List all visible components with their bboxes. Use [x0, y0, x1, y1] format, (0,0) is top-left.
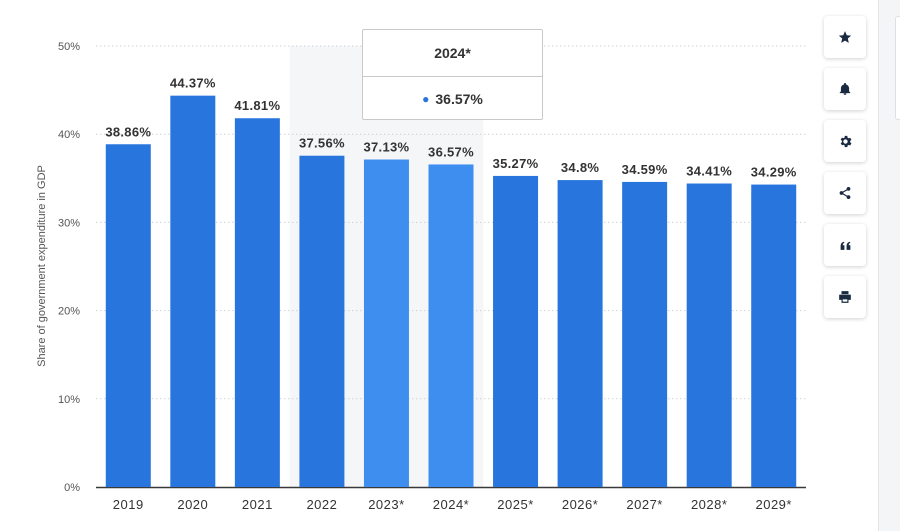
x-tick-label: 2028*: [691, 497, 727, 512]
cite-button[interactable]: [824, 224, 866, 266]
tooltip-value: 36.57%: [435, 91, 483, 107]
y-tick-label: 50%: [58, 41, 80, 53]
x-tick-label: 2022: [306, 497, 337, 512]
y-tick-label: 20%: [58, 306, 80, 318]
bar[interactable]: [622, 181, 668, 487]
share-icon: [839, 187, 851, 199]
tooltip-title: 2024*: [363, 30, 542, 77]
x-tick-label: 2020: [177, 497, 208, 512]
data-label: 34.8%: [561, 160, 600, 175]
data-label: 44.37%: [170, 76, 216, 91]
data-label: 35.27%: [493, 156, 539, 171]
bar[interactable]: [493, 175, 539, 488]
print-button[interactable]: [824, 276, 866, 318]
data-label: 37.13%: [364, 140, 410, 155]
data-label: 34.29%: [751, 165, 797, 180]
star-icon: [838, 31, 852, 43]
bar[interactable]: [557, 180, 603, 487]
series-dot-icon: ●: [422, 92, 430, 106]
data-label: 37.56%: [299, 136, 345, 151]
x-tick-label: 2019: [113, 497, 144, 512]
notification-button[interactable]: [824, 68, 866, 110]
x-tick-label: 2025*: [497, 497, 533, 512]
data-label: 34.59%: [622, 162, 668, 177]
y-tick-label: 0%: [64, 482, 80, 494]
bar[interactable]: [299, 155, 345, 487]
x-tick-label: 2024*: [433, 497, 469, 512]
x-tick-label: 2026*: [562, 497, 598, 512]
print-icon: [839, 291, 851, 303]
y-tick-label: 10%: [58, 394, 80, 406]
bar[interactable]: [234, 118, 280, 487]
data-label: 41.81%: [234, 98, 280, 113]
x-tick-label: 2021: [242, 497, 273, 512]
bar[interactable]: [170, 95, 216, 487]
favorite-button[interactable]: [824, 16, 866, 58]
gear-icon: [840, 135, 851, 147]
x-tick-label: 2023*: [368, 497, 404, 512]
bar[interactable]: [105, 144, 151, 487]
quote-icon: [840, 241, 850, 250]
y-axis-title: Share of government expenditure in GDP: [36, 165, 48, 367]
bar[interactable]: [751, 184, 797, 487]
x-tick-label: 2027*: [626, 497, 662, 512]
tooltip-value-row: ● 36.57%: [363, 77, 542, 121]
bell-icon: [839, 82, 851, 95]
y-tick-label: 40%: [58, 129, 80, 141]
settings-button[interactable]: [824, 120, 866, 162]
bar[interactable]: [686, 183, 732, 488]
bar[interactable]: [428, 164, 474, 487]
side-panel-card: [895, 16, 900, 120]
bar[interactable]: [363, 159, 409, 487]
side-panel-edge: [878, 0, 900, 531]
chart-tooltip: 2024* ● 36.57%: [362, 29, 543, 120]
data-label: 34.41%: [686, 164, 732, 179]
data-label: 38.86%: [105, 124, 151, 139]
data-label: 36.57%: [428, 144, 474, 159]
x-tick-label: 2029*: [755, 497, 791, 512]
y-tick-label: 30%: [58, 217, 80, 229]
share-button[interactable]: [824, 172, 866, 214]
